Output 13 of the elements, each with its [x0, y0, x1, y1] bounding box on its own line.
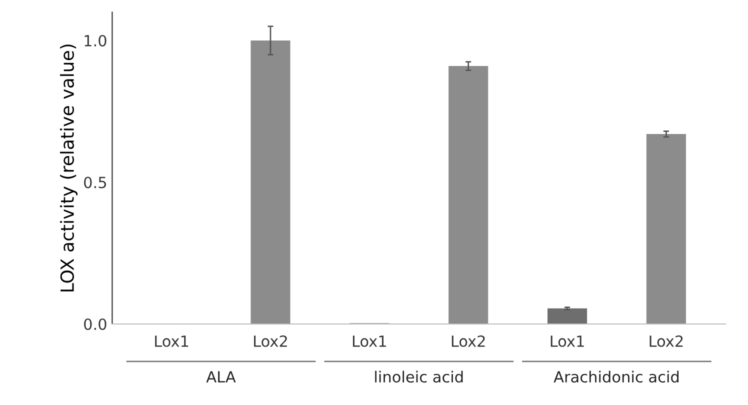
- text: linoleic acid: [375, 370, 463, 383]
- y-tick-label: 0.5: [84, 176, 106, 188]
- x-tick-label: Lox1: [352, 336, 386, 347]
- text: ALA: [206, 371, 236, 382]
- x-tick-label: Lox2: [650, 335, 683, 347]
- x-tick-label: Lox2: [254, 335, 287, 347]
- y-axis-title: LOX activity (relative value): [60, 44, 78, 292]
- x-tick-label: Lox1: [155, 336, 188, 347]
- y-tick-label: 1.0: [84, 34, 106, 47]
- x-tick-label: Lox2: [452, 335, 485, 347]
- x-tick-label: Lox1: [550, 336, 584, 347]
- y-tick-label: 0.0: [84, 318, 106, 330]
- text: Arachidonic acid: [554, 370, 679, 383]
